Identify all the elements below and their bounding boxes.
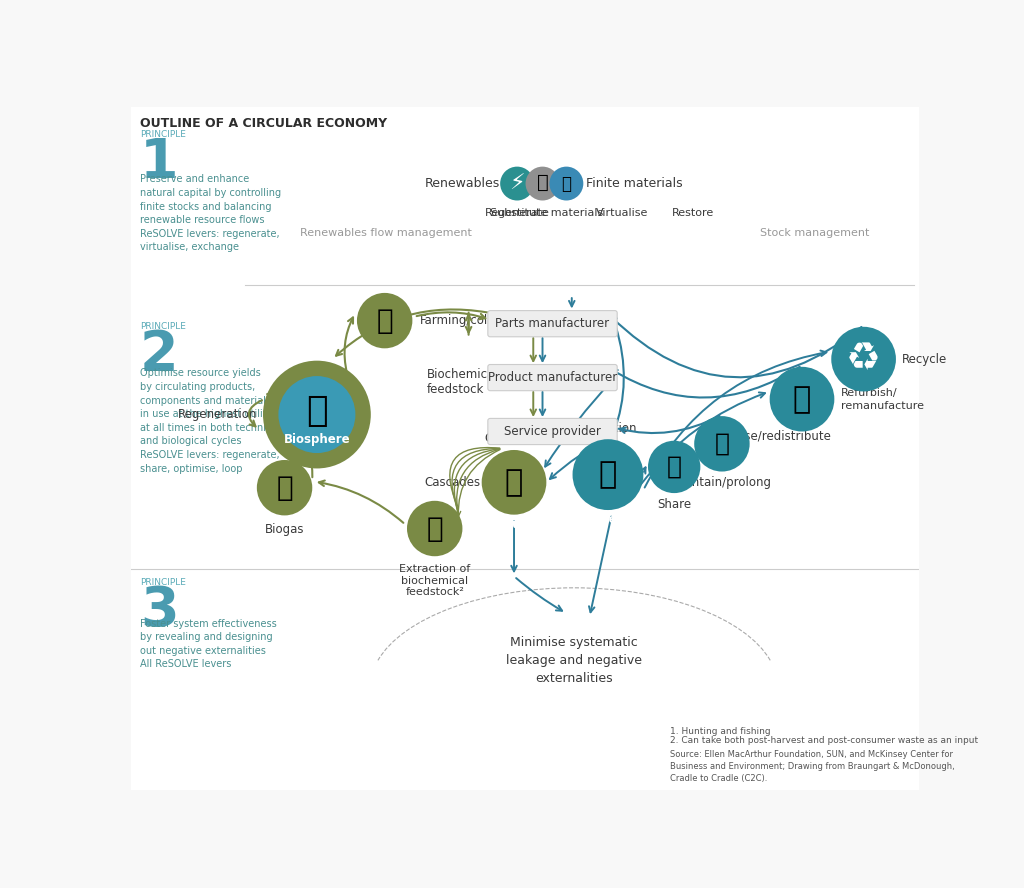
Text: Regeneration: Regeneration (177, 408, 257, 421)
Circle shape (279, 376, 355, 453)
Text: ♻: ♻ (846, 340, 881, 378)
Text: ⛽: ⛽ (537, 173, 549, 193)
Text: 🛒: 🛒 (505, 468, 523, 496)
Text: 💻: 💻 (599, 460, 617, 489)
Text: Extraction of
biochemical
feedstock²: Extraction of biochemical feedstock² (399, 564, 470, 597)
Circle shape (357, 293, 413, 348)
Circle shape (500, 167, 535, 201)
Text: Cascades: Cascades (425, 476, 481, 489)
Text: Virtualise: Virtualise (596, 208, 648, 218)
Circle shape (407, 501, 463, 556)
Circle shape (257, 460, 312, 515)
Circle shape (263, 361, 371, 469)
Text: Restore: Restore (672, 208, 714, 218)
Text: 2: 2 (140, 329, 178, 383)
Text: Substitute materials: Substitute materials (489, 208, 603, 218)
Text: 1. Hunting and fishing: 1. Hunting and fishing (670, 727, 770, 736)
Text: 🏭: 🏭 (793, 385, 811, 414)
Text: Farming/collection¹: Farming/collection¹ (420, 314, 532, 327)
Circle shape (572, 440, 643, 510)
Text: Renewables: Renewables (425, 177, 500, 190)
Circle shape (831, 327, 896, 392)
Text: 🔥: 🔥 (276, 473, 293, 502)
Text: 2. Can take both post-harvest and post-consumer waste as an input: 2. Can take both post-harvest and post-c… (670, 735, 978, 745)
Text: Recycle: Recycle (902, 353, 947, 366)
Text: Collection: Collection (484, 432, 544, 446)
Text: Service provider: Service provider (504, 425, 601, 438)
FancyBboxPatch shape (487, 418, 617, 445)
Text: Preserve and enhance
natural capital by controlling
finite stocks and balancing
: Preserve and enhance natural capital by … (140, 174, 281, 252)
Text: Share: Share (657, 497, 691, 511)
Text: Maintain/prolong: Maintain/prolong (672, 476, 772, 489)
Text: Minimise systematic
leakage and negative
externalities: Minimise systematic leakage and negative… (506, 637, 642, 686)
Text: Regenerate: Regenerate (484, 208, 550, 218)
Text: Biochemical
feedstock: Biochemical feedstock (427, 369, 499, 396)
FancyBboxPatch shape (487, 311, 617, 337)
Text: Consumer: Consumer (481, 518, 547, 531)
Circle shape (481, 450, 547, 515)
Text: 🌾: 🌾 (377, 306, 393, 335)
Text: Refurbish/
remanufacture: Refurbish/ remanufacture (841, 387, 924, 411)
Text: 3: 3 (140, 584, 178, 638)
Text: 🧪: 🧪 (426, 514, 443, 543)
Text: Renewables flow management: Renewables flow management (300, 228, 472, 238)
Text: Reuse/redistribute: Reuse/redistribute (723, 430, 831, 443)
Text: User: User (593, 513, 624, 526)
Text: PRINCIPLE: PRINCIPLE (140, 322, 185, 331)
Text: OUTLINE OF A CIRCULAR ECONOMY: OUTLINE OF A CIRCULAR ECONOMY (140, 117, 387, 131)
Text: 🚛: 🚛 (561, 175, 571, 193)
Circle shape (770, 367, 835, 432)
Text: PRINCIPLE: PRINCIPLE (140, 578, 185, 587)
Text: 🔧: 🔧 (667, 455, 682, 479)
Circle shape (694, 416, 750, 472)
Text: Parts manufacturer: Parts manufacturer (496, 317, 609, 330)
Text: PRINCIPLE: PRINCIPLE (140, 130, 185, 139)
Text: Stock management: Stock management (761, 228, 869, 238)
Text: Collection: Collection (579, 422, 637, 434)
Text: Biosphere: Biosphere (284, 432, 350, 446)
Text: Foster system effectiveness
by revealing and designing
out negative externalitie: Foster system effectiveness by revealing… (140, 619, 276, 670)
Text: Optimise resource yields
by circulating products,
components and materials
in us: Optimise resource yields by circulating … (140, 369, 280, 473)
Text: ⚡: ⚡ (509, 173, 525, 194)
Text: 🌍: 🌍 (306, 393, 328, 428)
Circle shape (525, 167, 559, 201)
Text: Source: Ellen MacArthur Foundation, SUN, and McKinsey Center for
Business and En: Source: Ellen MacArthur Foundation, SUN,… (670, 750, 954, 783)
Text: Product manufacturer: Product manufacturer (487, 371, 617, 385)
Circle shape (550, 167, 584, 201)
FancyBboxPatch shape (487, 364, 617, 391)
Text: Biogas: Biogas (265, 523, 304, 536)
Circle shape (648, 440, 700, 493)
Text: Finite materials: Finite materials (587, 177, 683, 190)
Text: 1: 1 (140, 136, 178, 190)
Text: 📦: 📦 (715, 432, 729, 456)
